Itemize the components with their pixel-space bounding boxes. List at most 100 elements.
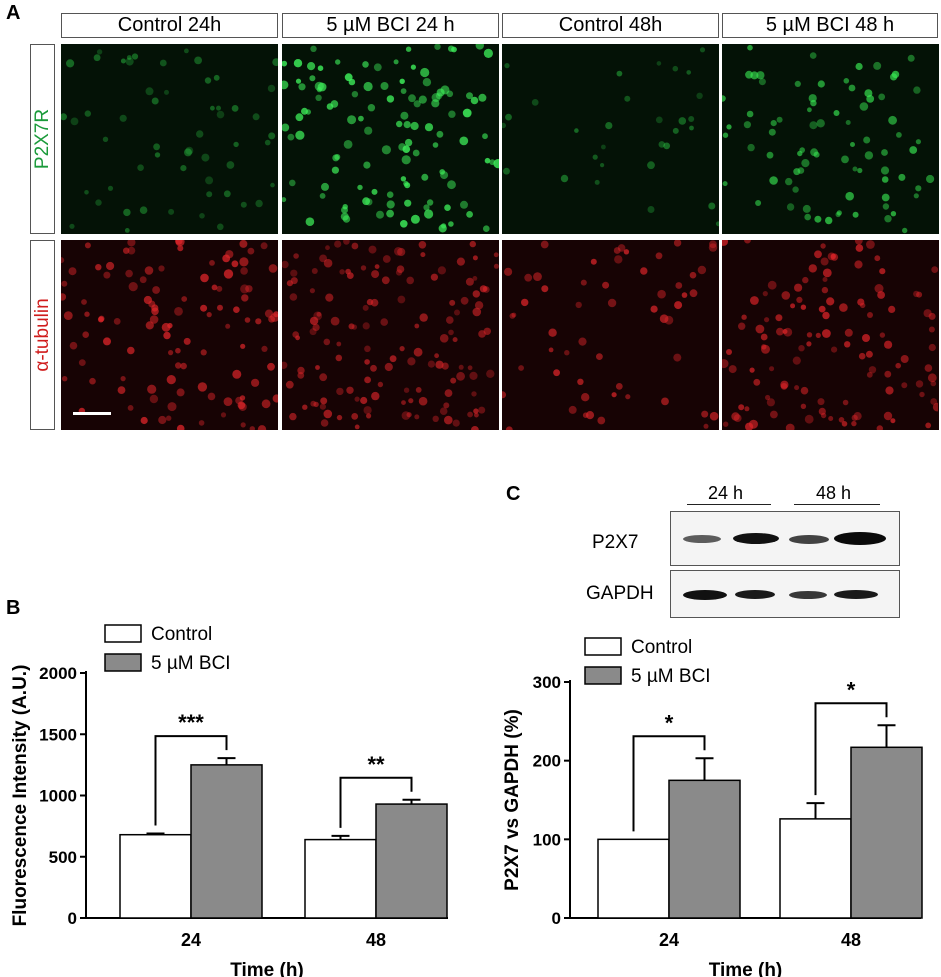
cell-dot xyxy=(239,257,249,267)
cell-dot xyxy=(309,316,319,326)
cell-dot xyxy=(448,329,454,336)
cell-dot xyxy=(802,276,809,284)
cell-dot xyxy=(843,78,850,84)
cell-dot xyxy=(414,323,420,329)
cell-dot xyxy=(298,83,306,91)
cell-dot xyxy=(852,211,859,218)
cell-dot xyxy=(216,285,223,292)
cell-dot xyxy=(467,365,473,371)
cell-dot xyxy=(403,121,411,129)
cell-dot xyxy=(895,362,901,369)
cell-dot xyxy=(475,44,484,50)
cell-dot xyxy=(770,120,777,127)
cell-dot xyxy=(601,144,606,150)
cell-dot xyxy=(282,197,287,203)
cell-dot xyxy=(61,280,68,287)
cell-dot xyxy=(459,136,469,146)
y-tick-label: 1000 xyxy=(39,787,77,806)
cell-dot xyxy=(460,296,469,305)
cell-dot xyxy=(107,185,114,191)
cell-dot xyxy=(504,267,513,276)
cell-dot xyxy=(800,386,809,395)
cell-dot xyxy=(890,418,896,424)
cell-dot xyxy=(755,324,765,334)
cell-dot xyxy=(410,214,420,224)
cell-dot xyxy=(681,292,688,298)
cell-dot xyxy=(168,208,175,215)
bar xyxy=(304,838,377,919)
cell-dot xyxy=(197,382,208,392)
bar xyxy=(850,746,923,919)
cell-dot xyxy=(241,294,249,302)
micrograph-tubulin-control-24h xyxy=(61,240,278,430)
cell-dot xyxy=(623,249,630,255)
cell-dot xyxy=(351,242,359,250)
cell-dot xyxy=(486,369,495,378)
cell-dot xyxy=(820,243,826,249)
cell-dot xyxy=(857,167,863,174)
cell-dot xyxy=(207,392,216,401)
cell-dot xyxy=(625,394,631,400)
cell-dot xyxy=(164,89,169,95)
cell-dot xyxy=(431,99,440,108)
cell-dot xyxy=(255,318,262,325)
cell-dot xyxy=(909,146,918,154)
cell-dot xyxy=(175,362,182,369)
cell-dot xyxy=(240,422,246,428)
cell-dot xyxy=(764,317,770,323)
cell-dot xyxy=(844,328,853,337)
cell-dot xyxy=(766,398,775,407)
cell-dot xyxy=(483,48,493,58)
cell-dot xyxy=(124,228,130,233)
cell-dot xyxy=(127,405,134,411)
cell-dot xyxy=(647,161,655,170)
cell-dot xyxy=(731,412,740,421)
cell-dot xyxy=(448,45,455,52)
cell-dot xyxy=(117,386,126,394)
cell-dot xyxy=(436,130,444,138)
cell-dot xyxy=(84,242,91,249)
cell-dot xyxy=(216,110,225,119)
band xyxy=(733,533,779,544)
cell-dot xyxy=(407,357,416,366)
cell-dot xyxy=(419,313,428,322)
cell-dot xyxy=(793,168,801,176)
cell-dot xyxy=(444,389,453,397)
cell-dot xyxy=(272,394,278,403)
cell-dot xyxy=(776,327,784,336)
cell-dot xyxy=(400,111,409,120)
cell-dot xyxy=(439,334,449,343)
scale-bar xyxy=(73,412,111,415)
blot-gapdh xyxy=(670,570,900,618)
x-axis-label: Time (h) xyxy=(230,960,304,977)
cell-dot xyxy=(232,369,242,379)
cell-dot xyxy=(728,365,737,374)
cell-dot xyxy=(382,255,391,263)
cell-dot xyxy=(177,245,184,252)
cell-dot xyxy=(842,399,849,406)
cell-dot xyxy=(290,277,298,285)
cell-dot xyxy=(900,355,909,363)
cell-dot xyxy=(143,295,152,305)
cell-dot xyxy=(344,73,353,82)
cell-dot xyxy=(209,260,215,266)
cell-dot xyxy=(607,298,617,308)
cell-dot xyxy=(405,46,412,52)
band xyxy=(683,590,727,600)
cell-dot xyxy=(319,193,326,199)
cell-dot xyxy=(605,122,613,130)
cell-dot xyxy=(770,410,778,419)
cell-dot xyxy=(61,293,67,301)
cell-dot xyxy=(471,391,477,397)
cell-dot xyxy=(123,208,131,217)
significance-label: * xyxy=(665,710,674,735)
cell-dot xyxy=(273,311,278,318)
y-tick-label: 100 xyxy=(533,830,561,849)
cell-dot xyxy=(406,412,412,418)
cell-dot xyxy=(403,180,409,187)
cell-dot xyxy=(399,78,405,84)
cell-dot xyxy=(750,296,759,305)
cell-dot xyxy=(722,240,728,246)
cell-dot xyxy=(915,185,922,192)
blot-label-gapdh: GAPDH xyxy=(586,583,654,604)
